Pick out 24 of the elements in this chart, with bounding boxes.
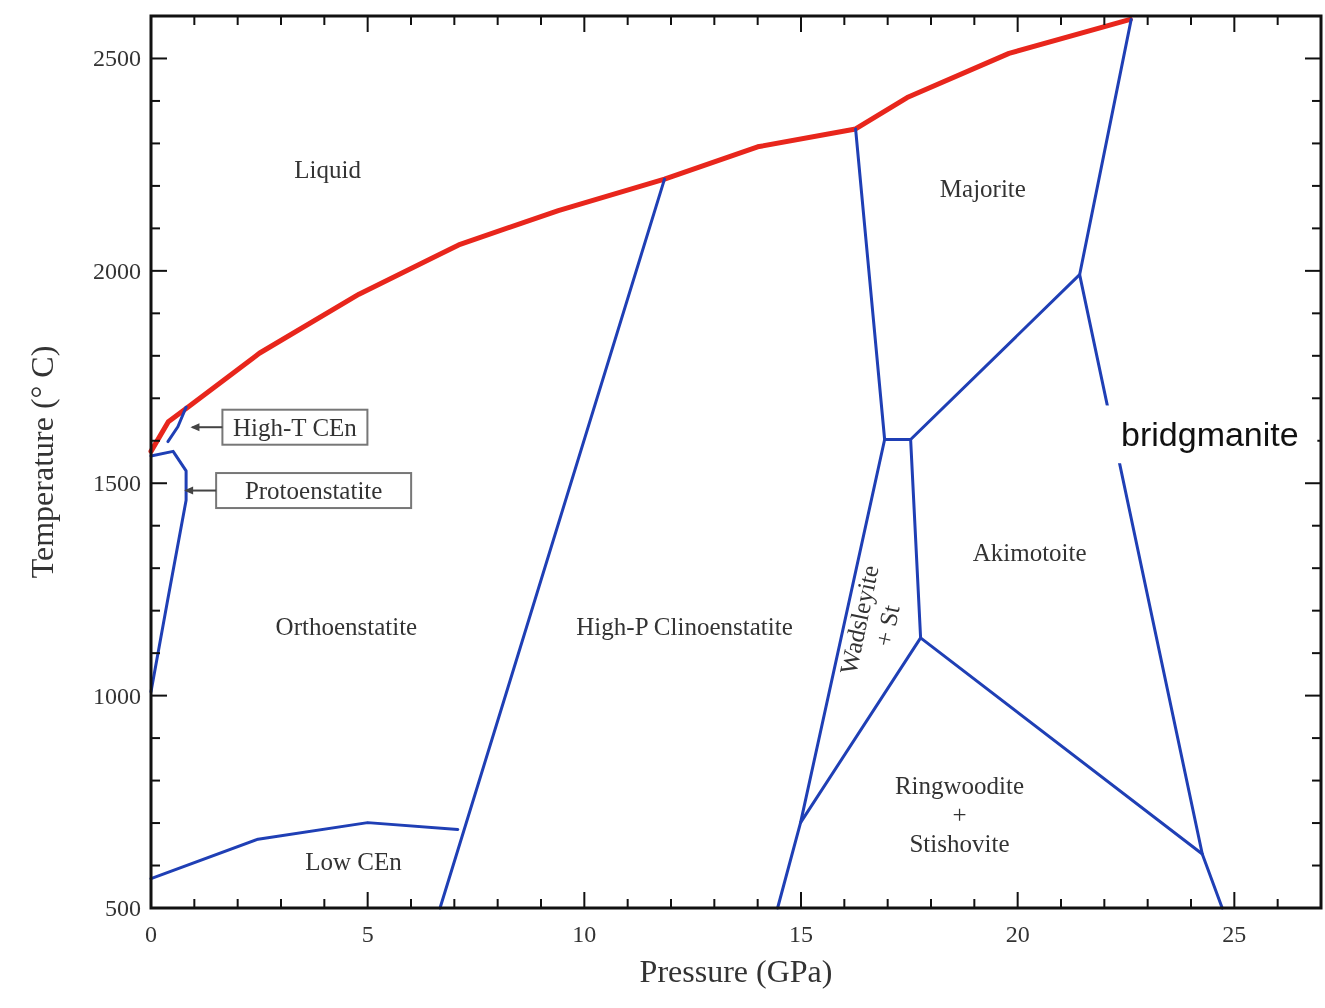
y-tick-label: 500	[105, 895, 141, 921]
annotation: Orthoenstatite	[275, 612, 418, 640]
x-tick-label: 15	[789, 921, 813, 947]
x-tick-label: 20	[1005, 921, 1030, 947]
x-axis-title: Pressure (GPa)	[639, 953, 833, 989]
annotation: Low CEn	[305, 848, 403, 876]
annotation: Majorite	[939, 174, 1026, 202]
x-tick-label: 0	[145, 921, 157, 947]
annotation: Protoenstatite	[244, 477, 383, 505]
y-tick-label: 2000	[93, 257, 141, 284]
x-tick-label: 25	[1222, 921, 1247, 947]
y-tick-label: 1500	[93, 470, 141, 497]
annotation: High-T CEn	[232, 413, 358, 441]
annotation: bridgmanite	[1121, 415, 1299, 454]
annotation: Akimotoite	[972, 538, 1087, 566]
y-tick-label: 2500	[93, 45, 141, 72]
annotation: Wadsleyite + St	[834, 562, 905, 677]
x-tick-label: 5	[361, 921, 374, 947]
y-axis-title: Temperature (° C)	[24, 345, 60, 579]
y-tick-label: 1000	[93, 682, 141, 709]
annotation: Liquid	[294, 156, 362, 184]
annotation: Ringwoodite + Stishovite	[894, 772, 1025, 857]
annotation: High-P Clinoenstatite	[576, 612, 793, 640]
x-tick-label: 10	[572, 921, 597, 947]
